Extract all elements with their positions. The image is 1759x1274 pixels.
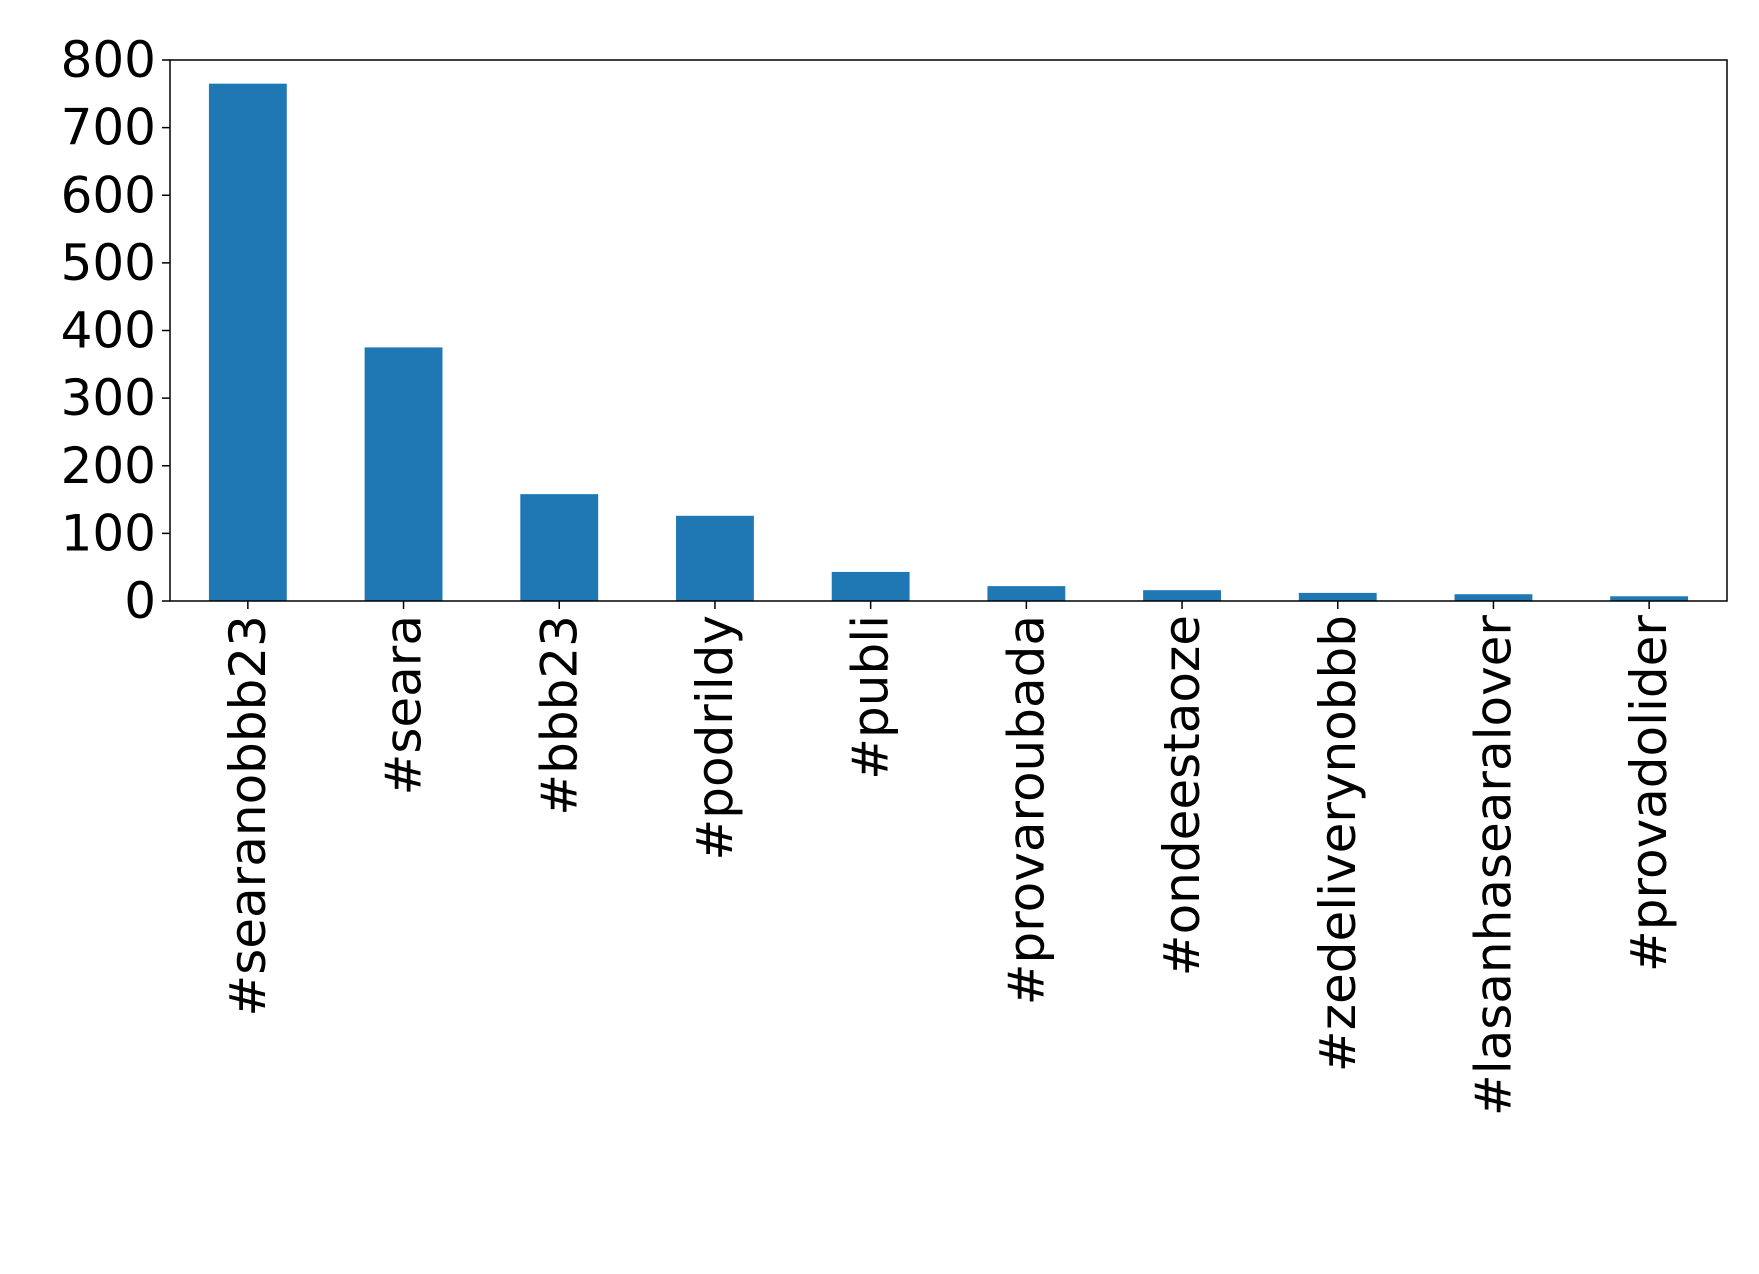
bar-bbb23 bbox=[520, 494, 599, 601]
x-tick-label: #provadolider bbox=[1620, 615, 1678, 973]
y-tick-label: 600 bbox=[61, 166, 156, 224]
y-tick-label: 0 bbox=[124, 572, 156, 630]
y-tick-label: 700 bbox=[61, 99, 156, 157]
bar-podrildy bbox=[676, 515, 754, 601]
x-axis: #searanobbb23 #seara #bbb23 #podrildy #publi… bbox=[219, 601, 1678, 1116]
bar-lasanhasearalover bbox=[1454, 594, 1533, 601]
x-tick-label: #bbb23 bbox=[530, 615, 588, 816]
bar-provadolider bbox=[1610, 596, 1689, 601]
bar-ondeestaoze bbox=[1143, 590, 1221, 601]
y-tick-label: 200 bbox=[61, 437, 156, 495]
y-tick-label: 400 bbox=[61, 302, 156, 360]
x-tick-label: #publi bbox=[842, 615, 900, 780]
x-tick-label: #searanobbb23 bbox=[219, 615, 277, 1017]
bar-provaroubada bbox=[987, 586, 1066, 601]
bar-seara bbox=[364, 347, 443, 601]
y-axis: 0 100 200 300 400 500 600 700 800 bbox=[61, 31, 170, 630]
bar-zedeliverynobbb bbox=[1298, 592, 1377, 601]
bars-group bbox=[208, 83, 1689, 601]
plot-frame bbox=[169, 59, 1728, 602]
y-tick-label: 800 bbox=[61, 31, 156, 89]
bar-publi bbox=[831, 571, 910, 601]
y-tick-label: 300 bbox=[61, 369, 156, 427]
x-tick-label: #seara bbox=[375, 615, 433, 796]
y-tick-label: 500 bbox=[61, 234, 156, 292]
bar-searanobbb23 bbox=[208, 83, 287, 601]
x-tick-label: #provaroubada bbox=[997, 615, 1055, 1005]
y-tick-label: 100 bbox=[61, 504, 156, 562]
x-tick-label: #ondeestaoze bbox=[1153, 615, 1211, 976]
x-tick-label: #zedeliverynobbb bbox=[1309, 615, 1367, 1072]
x-tick-label: #lasanhasearalover bbox=[1464, 615, 1522, 1117]
x-tick-label: #podrildy bbox=[686, 615, 744, 861]
